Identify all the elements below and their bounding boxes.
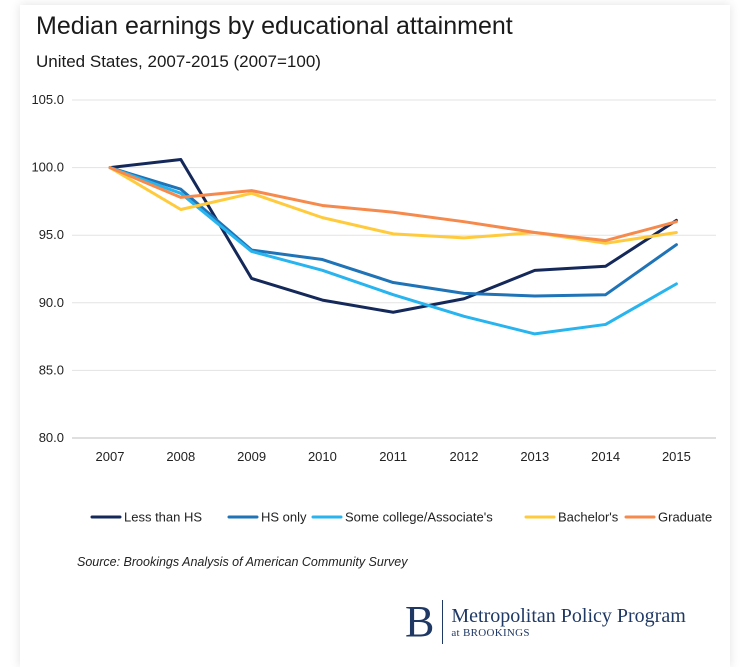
legend-label: Some college/Associate's [345,510,493,525]
x-tick-label: 2014 [591,449,620,464]
logo-text: Metropolitan Policy Program at BROOKINGS [451,605,685,639]
logo-subtitle: at BROOKINGS [451,627,530,639]
chart-subtitle: United States, 2007-2015 (2007=100) [36,52,321,71]
legend-label: Less than HS [124,510,202,525]
legend-label: Graduate [658,510,712,525]
series-line-bachelor-s [108,166,678,245]
y-tick-label: 95.0 [39,227,64,242]
x-tick-label: 2015 [662,449,691,464]
x-tick-label: 2013 [520,449,549,464]
legend-label: HS only [261,510,307,525]
legend-label: Bachelor's [558,510,619,525]
series-line-graduate [108,166,678,243]
legend: Less than HS HS only Some college/Associat… [90,510,712,525]
gridlines [72,99,716,439]
brookings-logo: B Metropolitan Policy Program at BROOKIN… [405,600,686,644]
x-tick-label: 2009 [237,449,266,464]
y-tick-label: 80.0 [39,430,64,445]
chart-title: Median earnings by educational attainmen… [36,12,513,40]
x-tick-label: 2012 [450,449,479,464]
chart-card [20,5,730,667]
logo-mark: B [405,600,444,644]
series-line-hs-only [108,166,678,298]
y-tick-label: 85.0 [39,362,64,377]
series-lines [108,157,678,336]
y-tick-label: 90.0 [39,295,64,310]
x-tick-label: 2008 [166,449,195,464]
y-axis-ticks: 105.0 100.0 95.0 90.0 85.0 80.0 [31,92,64,445]
source-note: Source: Brookings Analysis of American C… [77,555,408,569]
series-line-less-than-hs [108,157,678,314]
x-tick-label: 2011 [379,449,407,464]
x-tick-label: 2007 [96,449,125,464]
x-axis-ticks: 2007 2008 2009 2010 2011 2012 2013 2014 2015 [96,449,691,464]
x-tick-label: 2010 [308,449,337,464]
series-line-some-college-associate-s [108,166,678,336]
logo-program-name: Metropolitan Policy Program [451,605,686,627]
y-tick-label: 100.0 [31,160,64,175]
y-tick-label: 105.0 [31,92,64,107]
